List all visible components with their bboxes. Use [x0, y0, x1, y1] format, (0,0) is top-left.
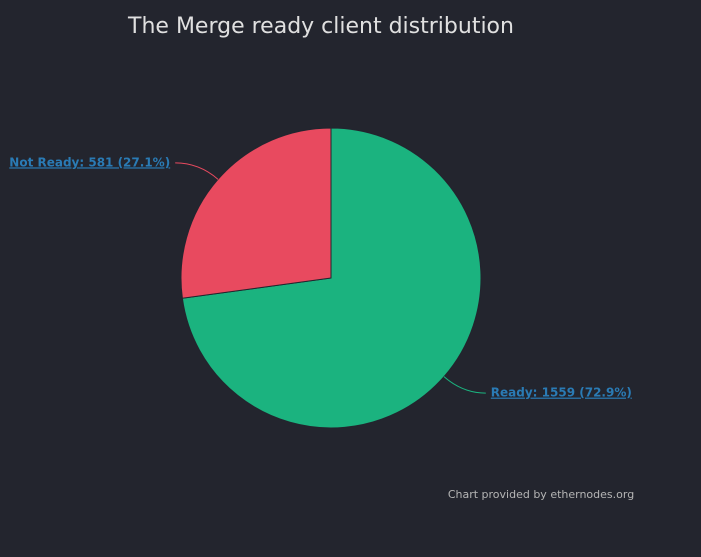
data-label[interactable]: Ready: 1559 (72.9%) [491, 386, 632, 400]
pie-slice[interactable] [180, 127, 332, 299]
connector [443, 376, 486, 394]
connector [175, 162, 219, 180]
credits[interactable]: Chart provided by ethernodes.org [448, 488, 634, 501]
chart-title: The Merge ready client distribution [127, 14, 514, 39]
data-label[interactable]: Not Ready: 581 (27.1%) [9, 155, 170, 169]
